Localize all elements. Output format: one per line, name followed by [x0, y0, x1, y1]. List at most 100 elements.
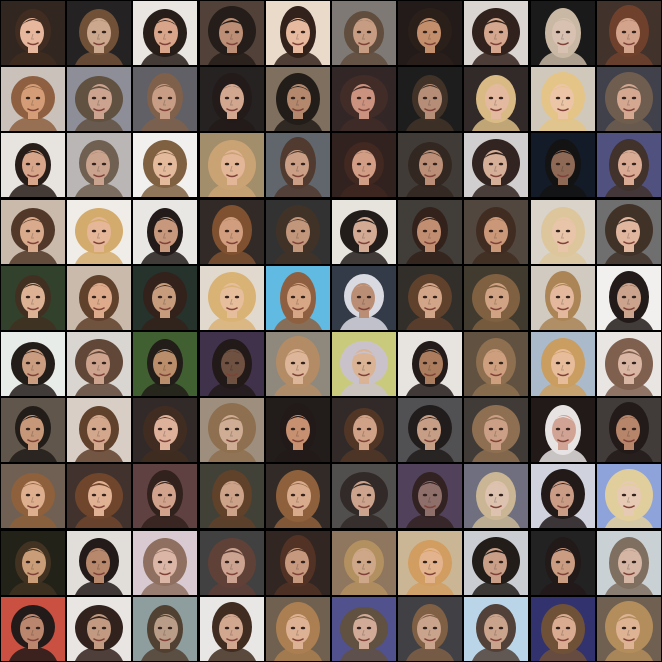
face-shape — [353, 217, 377, 247]
right-eye — [35, 229, 41, 233]
portrait-image — [531, 200, 595, 264]
portrait-image — [332, 398, 396, 462]
mouth-shape — [490, 42, 502, 46]
portrait-image — [200, 1, 264, 65]
face-tile — [200, 1, 264, 65]
mouth-shape — [358, 572, 370, 576]
right-eye — [631, 427, 637, 431]
right-eye — [366, 427, 372, 431]
face-shape — [22, 548, 46, 578]
left-eye — [224, 96, 230, 100]
face-shape — [484, 18, 508, 48]
tile-sheen — [1, 67, 65, 131]
portrait-image — [464, 200, 528, 264]
portrait-image — [266, 200, 330, 264]
mouth-shape — [557, 241, 569, 245]
portrait-image — [531, 266, 595, 330]
mouth-shape — [490, 174, 502, 178]
nose-shape — [30, 629, 34, 636]
shoulders-shape — [208, 250, 256, 264]
face-tile — [464, 531, 528, 595]
portrait-image — [464, 398, 528, 462]
tile-sheen — [1, 332, 65, 396]
tile-sheen — [1, 266, 65, 330]
fringe-shape — [417, 85, 443, 93]
nose-shape — [96, 33, 100, 40]
face-shape — [87, 614, 111, 644]
fringe-shape — [483, 550, 509, 557]
mouth-shape — [292, 174, 304, 178]
mouth-shape — [358, 638, 370, 642]
left-eye — [25, 30, 31, 34]
left-eye — [356, 626, 362, 630]
nose-shape — [493, 563, 497, 570]
mouth-shape — [226, 307, 238, 311]
face-tile — [67, 531, 131, 595]
face-tile — [597, 67, 661, 131]
nose-shape — [295, 33, 299, 40]
mouth-shape — [159, 439, 171, 443]
right-eye — [234, 626, 240, 630]
face-tile — [464, 200, 528, 264]
left-eye — [555, 560, 561, 564]
right-eye — [35, 427, 41, 431]
right-eye — [300, 96, 306, 100]
tile-sheen — [398, 464, 462, 528]
tile-sheen — [266, 464, 330, 528]
left-eye — [290, 96, 296, 100]
tile-sheen — [464, 67, 528, 131]
face-shape — [419, 548, 443, 578]
right-eye — [432, 493, 438, 497]
mouth-shape — [424, 108, 436, 112]
tile-sheen — [266, 332, 330, 396]
tile-sheen — [266, 266, 330, 330]
tile-sheen — [332, 597, 396, 661]
fringe-shape — [483, 417, 509, 424]
right-eye — [300, 361, 306, 365]
nose-shape — [162, 33, 166, 40]
mouth-shape — [557, 638, 569, 642]
shoulders-shape — [9, 647, 57, 661]
face-tile — [398, 597, 462, 661]
portrait-image — [531, 1, 595, 65]
left-eye — [224, 162, 230, 166]
fringe-shape — [20, 151, 46, 159]
portrait-image — [200, 332, 264, 396]
tile-sheen — [332, 133, 396, 197]
fringe-shape — [20, 549, 46, 557]
face-tile — [464, 597, 528, 661]
face-tile — [67, 398, 131, 462]
left-eye — [621, 162, 627, 166]
portrait-image — [332, 266, 396, 330]
nose-shape — [361, 563, 365, 570]
nose-shape — [427, 629, 431, 636]
right-eye — [167, 427, 173, 431]
face-shape — [88, 283, 112, 313]
face-shape — [483, 150, 507, 180]
face-tile — [266, 67, 330, 131]
face-shape — [219, 614, 243, 644]
shoulders-shape — [539, 250, 587, 264]
shoulders-shape — [406, 183, 454, 197]
right-eye — [498, 626, 504, 630]
face-shape — [617, 283, 641, 313]
portrait-image — [266, 398, 330, 462]
shoulders-shape — [472, 647, 520, 661]
face-tile — [531, 398, 595, 462]
nose-shape — [427, 33, 431, 40]
fringe-shape — [219, 351, 245, 358]
left-eye — [488, 162, 494, 166]
shoulders-shape — [75, 647, 123, 661]
face-shape — [617, 84, 641, 114]
portrait-image — [133, 1, 197, 65]
face-tile — [133, 597, 197, 661]
nose-shape — [427, 165, 431, 172]
left-eye — [224, 229, 230, 233]
shoulders-shape — [141, 448, 189, 462]
tile-sheen — [67, 464, 131, 528]
portrait-image — [200, 200, 264, 264]
left-eye — [422, 493, 428, 497]
nose-shape — [560, 364, 564, 371]
portrait-image — [332, 1, 396, 65]
face-tile — [67, 332, 131, 396]
